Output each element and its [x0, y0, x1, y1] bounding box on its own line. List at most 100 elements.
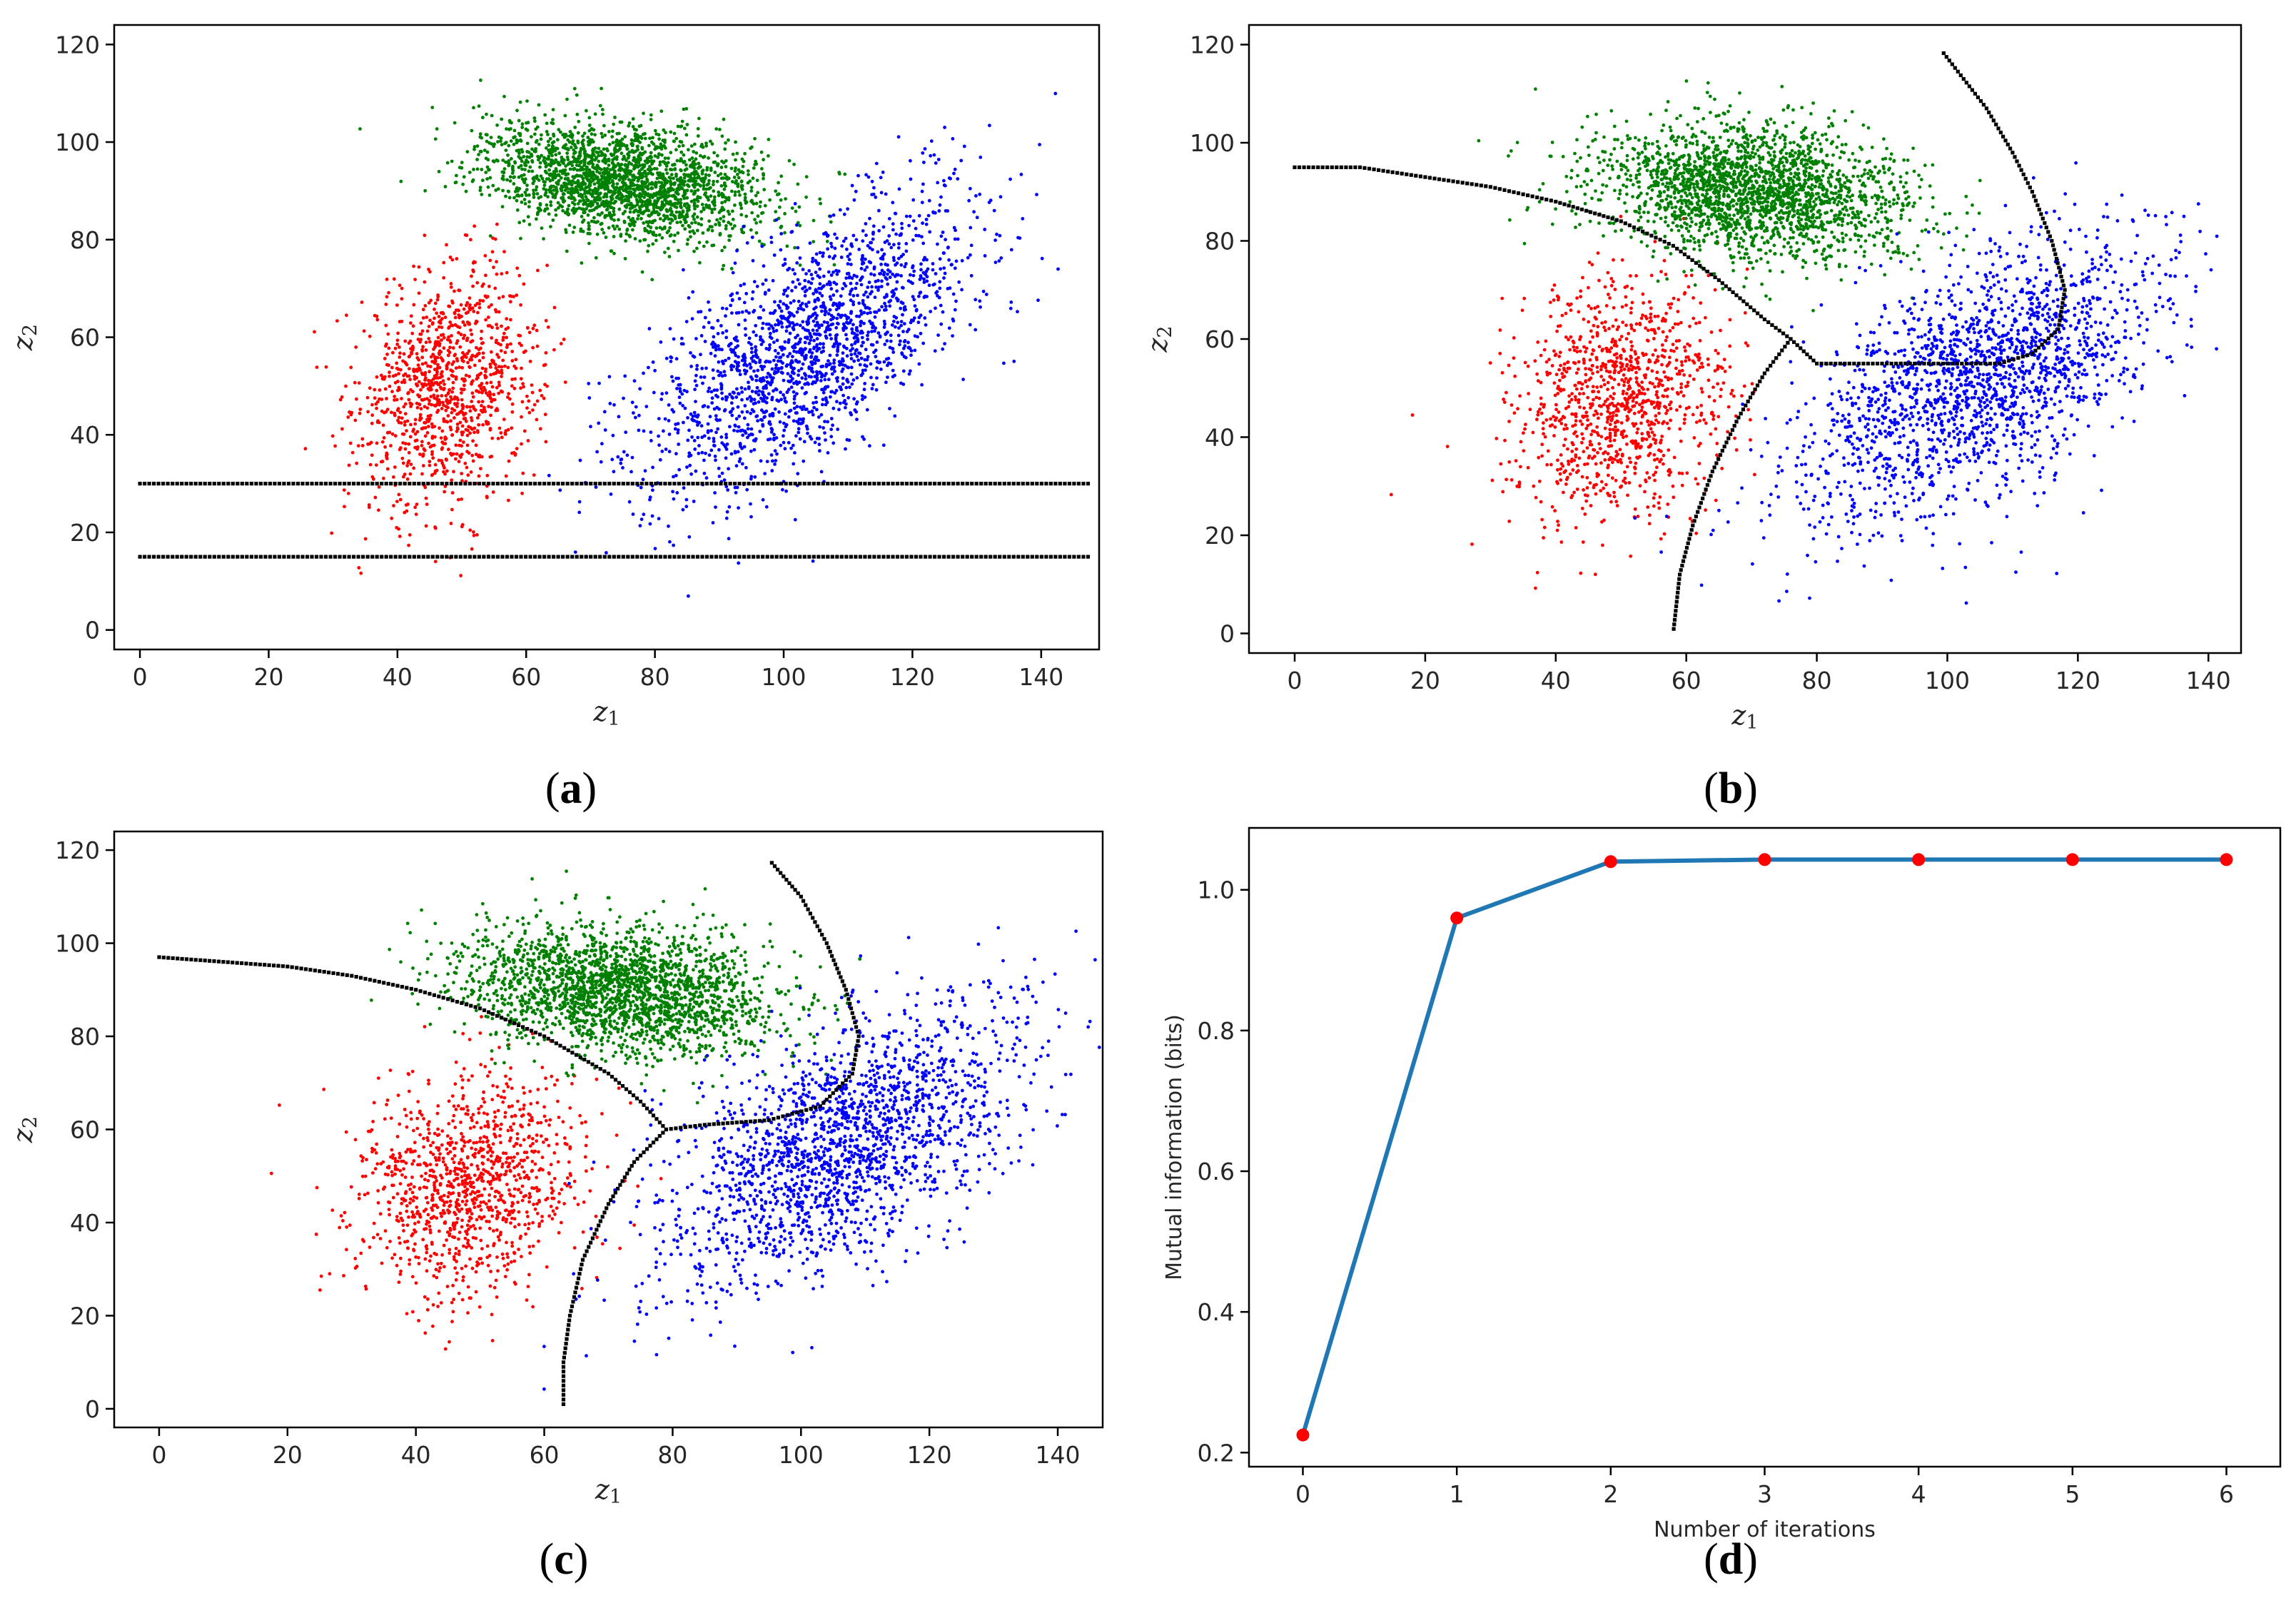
blue-point	[691, 290, 695, 294]
blue-point	[929, 310, 933, 313]
red-point	[423, 485, 428, 490]
red-point	[330, 531, 334, 535]
green-point	[679, 158, 684, 163]
green-point	[686, 238, 690, 242]
red-point	[450, 407, 454, 411]
green-point	[590, 203, 595, 207]
blue-point	[773, 300, 777, 304]
green-point	[512, 175, 516, 179]
green-point	[522, 198, 527, 201]
green-point	[750, 145, 754, 149]
blue-point	[787, 310, 792, 315]
red-point	[380, 398, 384, 401]
blue-point	[869, 261, 873, 265]
green-point	[754, 231, 759, 235]
green-point	[617, 207, 622, 211]
green-point	[661, 160, 665, 164]
blue-point	[874, 388, 879, 392]
green-point	[519, 139, 523, 143]
blue-point	[1056, 267, 1060, 271]
red-point	[382, 377, 386, 381]
blue-point	[787, 324, 792, 328]
blue-point	[798, 256, 802, 260]
blue-point	[880, 268, 884, 273]
blue-point	[798, 437, 802, 441]
blue-point	[815, 376, 819, 380]
green-point	[540, 226, 544, 231]
red-point	[448, 345, 452, 350]
blue-point	[894, 325, 897, 329]
red-point	[525, 394, 529, 398]
green-point	[837, 171, 841, 175]
blue-point	[737, 355, 740, 359]
blue-point	[809, 360, 813, 364]
green-point	[631, 125, 635, 128]
blue-point	[891, 368, 895, 373]
blue-point	[702, 325, 706, 329]
red-point	[528, 360, 532, 363]
green-point	[645, 207, 649, 211]
blue-point	[727, 505, 732, 509]
green-point	[570, 188, 574, 192]
blue-point	[869, 310, 872, 315]
green-point	[490, 113, 494, 118]
blue-point	[737, 414, 742, 418]
blue-point	[866, 333, 869, 338]
blue-point	[587, 382, 591, 385]
blue-point	[742, 225, 746, 228]
green-point	[576, 202, 580, 206]
green-point	[602, 195, 606, 199]
green-point	[573, 144, 577, 148]
blue-point	[724, 314, 727, 318]
blue-point	[774, 363, 779, 367]
green-point	[712, 198, 717, 202]
red-point	[442, 403, 445, 408]
red-point	[500, 272, 504, 275]
blue-point	[632, 379, 637, 383]
red-point	[447, 377, 450, 381]
green-point	[605, 148, 610, 153]
blue-point	[651, 360, 655, 364]
red-point	[385, 467, 390, 471]
red-point	[491, 490, 495, 494]
blue-point	[749, 502, 752, 506]
red-point	[412, 303, 416, 307]
green-point	[667, 217, 671, 221]
green-point	[530, 135, 533, 139]
blue-point	[870, 387, 874, 390]
blue-point	[877, 228, 881, 233]
blue-point	[611, 433, 615, 438]
blue-point	[870, 285, 874, 289]
red-point	[459, 333, 463, 337]
green-point	[733, 169, 737, 173]
red-point	[470, 418, 474, 423]
blue-point	[767, 348, 771, 352]
blue-point	[812, 338, 816, 343]
red-point	[543, 383, 547, 387]
red-point	[433, 301, 438, 305]
green-point	[534, 149, 537, 153]
green-point	[510, 166, 515, 171]
green-point	[512, 196, 516, 200]
green-point	[484, 156, 488, 161]
blue-point	[855, 281, 859, 285]
blue-point	[882, 360, 886, 364]
green-point	[507, 143, 511, 148]
green-point	[629, 192, 634, 196]
green-point	[615, 186, 619, 189]
blue-point	[897, 242, 901, 246]
blue-point	[745, 397, 749, 401]
blue-point	[899, 263, 904, 267]
blue-point	[938, 286, 942, 290]
blue-point	[787, 388, 791, 392]
red-point	[444, 405, 448, 408]
green-point	[715, 179, 719, 183]
blue-point	[816, 415, 821, 419]
green-point	[719, 172, 723, 176]
blue-point	[841, 322, 846, 326]
blue-point	[630, 455, 634, 460]
blue-point	[690, 418, 694, 421]
blue-point	[793, 202, 797, 206]
red-point	[453, 315, 457, 320]
blue-point	[676, 431, 680, 435]
